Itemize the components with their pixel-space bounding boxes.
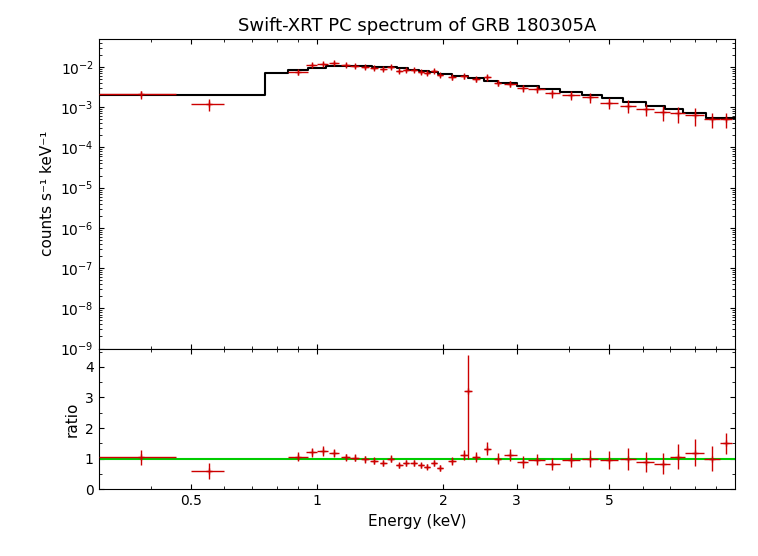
Y-axis label: counts s⁻¹ keV⁻¹: counts s⁻¹ keV⁻¹ <box>39 131 55 256</box>
X-axis label: Energy (keV): Energy (keV) <box>368 514 466 529</box>
Y-axis label: ratio: ratio <box>64 401 80 436</box>
Title: Swift-XRT PC spectrum of GRB 180305A: Swift-XRT PC spectrum of GRB 180305A <box>238 17 596 34</box>
